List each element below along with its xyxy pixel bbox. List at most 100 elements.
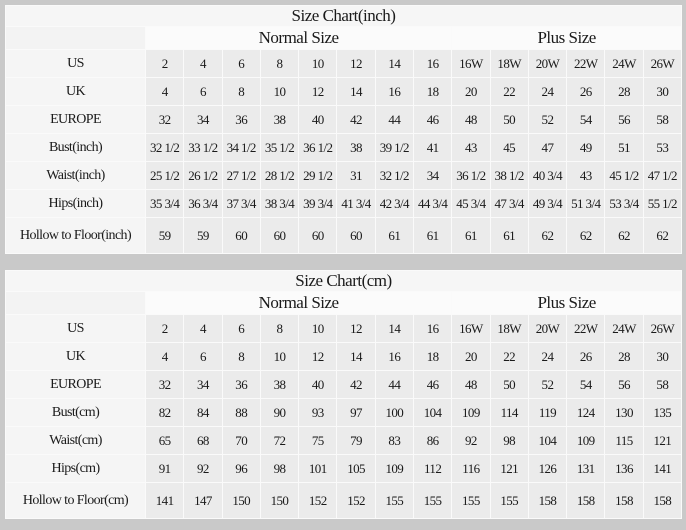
table-cell: 147	[183, 482, 223, 519]
table-row: Bust(inch) 32 1/2 33 1/2 34 1/2 35 1/2 36 1/2…	[5, 133, 683, 162]
table-cell: 20	[451, 342, 491, 371]
row-label: Waist(cm)	[5, 426, 146, 455]
table-cell: 62	[566, 217, 606, 254]
table-cell: 18	[412, 342, 453, 371]
table-cell: 12	[298, 342, 338, 371]
table-cell: 20W	[527, 49, 568, 78]
table-cell: 158	[566, 482, 606, 519]
table-cell: 141	[144, 482, 185, 519]
table-cell: 98	[259, 454, 300, 483]
table-cell: 61	[489, 217, 529, 254]
table-cell: 98	[489, 426, 529, 455]
table-cell: 20	[451, 77, 491, 106]
table-cell: 121	[642, 426, 683, 455]
table-row: Waist(inch) 25 1/2 26 1/2 27 1/2 28 1/2 29 1/…	[5, 161, 683, 190]
table-cell: 39 1/2	[374, 133, 414, 162]
table-cell: 16W	[451, 314, 491, 343]
table-cell: 65	[144, 426, 185, 455]
row-label: Hips(inch)	[5, 189, 146, 218]
table-cell: 92	[183, 454, 223, 483]
table-cell: 47 1/2	[642, 161, 683, 190]
size-chart-inch: Size Chart(inch) Normal Size Plus Size US 2 4…	[5, 5, 683, 254]
table-cell: 158	[604, 482, 644, 519]
table-cell: 36 3/4	[183, 189, 223, 218]
table-cell: 24W	[604, 314, 644, 343]
table-cell: 6	[221, 314, 261, 343]
table-cell: 18W	[489, 49, 529, 78]
table-cell: 36	[221, 105, 261, 134]
table-cell: 28	[604, 77, 644, 106]
table-cell: 105	[336, 454, 376, 483]
table-cell: 34	[183, 370, 223, 399]
table-row: Hips(inch) 35 3/4 36 3/4 37 3/4 38 3/4 39 3/4…	[5, 189, 683, 218]
table-cell: 109	[374, 454, 414, 483]
table-row: US 2 4 6 8 10 12 14 16 16W 18W 20W 22W 24W 26W	[5, 49, 683, 78]
table-cell: 60	[336, 217, 376, 254]
table-cell: 26W	[642, 314, 683, 343]
table-cell: 152	[336, 482, 376, 519]
table-cell: 31	[336, 161, 376, 190]
table-cell: 126	[527, 454, 568, 483]
table-cell: 42	[336, 370, 376, 399]
table-cell: 34 1/2	[221, 133, 261, 162]
header-blank-cell	[5, 291, 146, 315]
table-cell: 135	[642, 398, 683, 427]
table-cell: 22	[489, 342, 529, 371]
table-cell: 92	[451, 426, 491, 455]
table-cell: 2	[144, 49, 185, 78]
table-cell: 96	[221, 454, 261, 483]
table-cell: 62	[527, 217, 568, 254]
table-row: EUROPE 32 34 36 38 40 42 44 46 48 50 52 54 56 58	[5, 105, 683, 134]
table-cell: 47	[527, 133, 568, 162]
table-cell: 49	[566, 133, 606, 162]
table-cell: 38	[336, 133, 376, 162]
table-cell: 8	[259, 49, 300, 78]
table-cell: 100	[374, 398, 414, 427]
table-cell: 131	[566, 454, 606, 483]
table-cell: 8	[221, 77, 261, 106]
table-cell: 49 3/4	[527, 189, 568, 218]
table-cell: 28	[604, 342, 644, 371]
table-cell: 52	[527, 370, 568, 399]
table-cell: 60	[298, 217, 338, 254]
table-cell: 83	[374, 426, 414, 455]
table-cell: 2	[144, 314, 185, 343]
table-cell: 35 1/2	[259, 133, 300, 162]
title-row: Size Chart(cm)	[5, 270, 682, 292]
table-cell: 32 1/2	[374, 161, 414, 190]
table-cell: 26W	[642, 49, 683, 78]
table-cell: 44	[374, 105, 414, 134]
table-cell: 47 3/4	[489, 189, 529, 218]
table-cell: 84	[183, 398, 223, 427]
table-cell: 12	[336, 49, 376, 78]
table-cell: 29 1/2	[298, 161, 338, 190]
table-cell: 10	[298, 49, 338, 78]
table-cell: 32	[144, 105, 185, 134]
table-cell: 88	[221, 398, 261, 427]
table-row: Hollow to Floor(cm) 141 147 150 150 152 152 155…	[5, 482, 683, 519]
table-cell: 54	[566, 105, 606, 134]
table-cell: 86	[412, 426, 453, 455]
table-cell: 26 1/2	[183, 161, 223, 190]
table-cell: 61	[374, 217, 414, 254]
table-cell: 27 1/2	[221, 161, 261, 190]
row-label: Hollow to Floor(cm)	[5, 482, 146, 519]
table-cell: 8	[259, 314, 300, 343]
table-cell: 52	[527, 105, 568, 134]
table-cell: 68	[183, 426, 223, 455]
table-cell: 60	[221, 217, 261, 254]
table-cell: 8	[221, 342, 261, 371]
table-cell: 18	[412, 77, 453, 106]
table-cell: 39 3/4	[298, 189, 338, 218]
table-cell: 10	[259, 77, 300, 106]
row-label: Bust(cm)	[5, 398, 146, 427]
table-cell: 16	[412, 49, 453, 78]
group-normal-size: Normal Size	[144, 291, 453, 315]
table-cell: 104	[412, 398, 453, 427]
table-cell: 44	[374, 370, 414, 399]
table-cell: 61	[451, 217, 491, 254]
table-cell: 16	[374, 342, 414, 371]
table-cell: 40 3/4	[527, 161, 568, 190]
table-cell: 48	[451, 370, 491, 399]
table-cell: 4	[144, 342, 185, 371]
